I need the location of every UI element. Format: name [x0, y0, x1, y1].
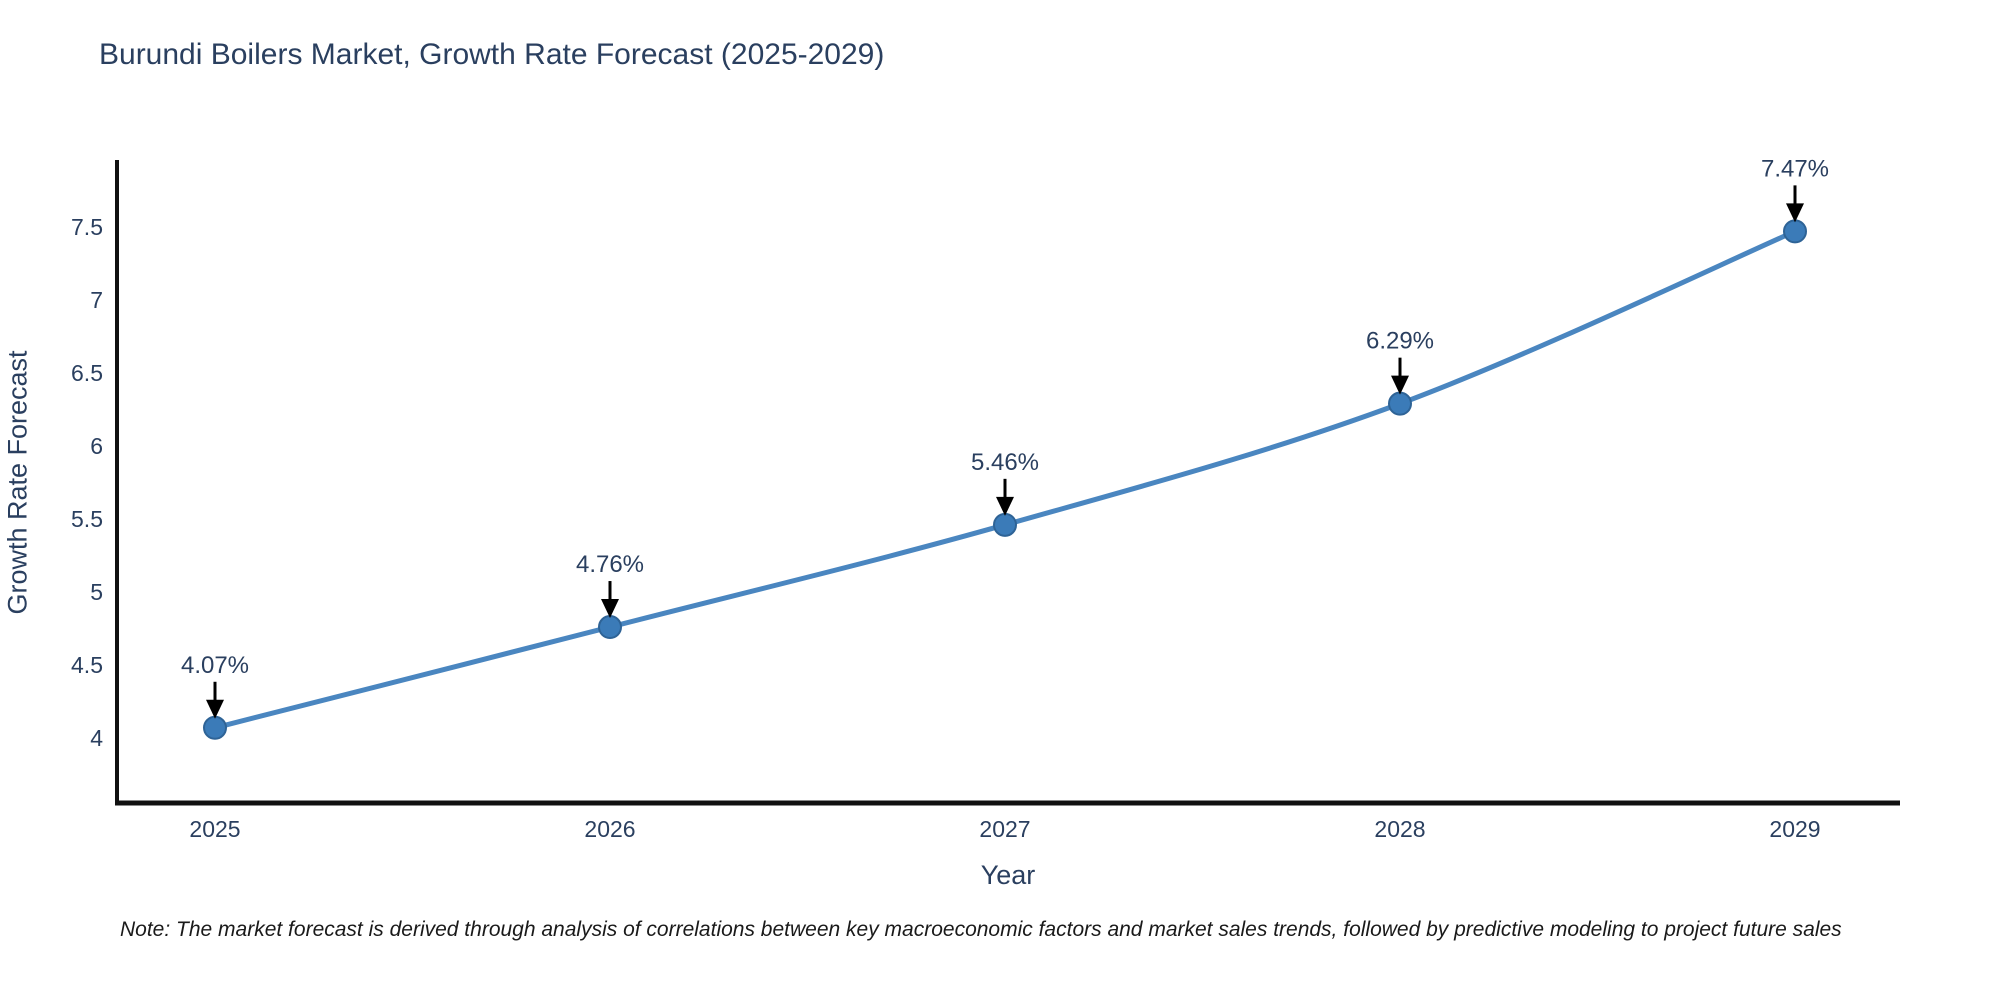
chart-title: Burundi Boilers Market, Growth Rate Fore… — [99, 38, 885, 71]
x-tick-label: 2029 — [1769, 816, 1820, 842]
y-tick-label: 6 — [90, 433, 103, 459]
point-label: 4.07% — [181, 652, 249, 679]
annotation-arrow-head — [1391, 375, 1409, 395]
data-point-marker[interactable] — [203, 715, 227, 740]
y-tick-label: 5.5 — [71, 506, 103, 532]
footnote: Note: The market forecast is derived thr… — [120, 918, 1842, 941]
y-tick-label: 7.5 — [71, 214, 103, 240]
x-tick-label: 2028 — [1374, 816, 1425, 842]
point-label: 5.46% — [971, 449, 1039, 476]
y-tick-label: 4 — [90, 725, 103, 751]
y-tick-label: 5 — [90, 579, 103, 605]
y-tick-label: 4.5 — [71, 652, 103, 678]
annotation-arrow-head — [601, 599, 619, 619]
annotation-arrow-head — [1786, 203, 1804, 223]
data-point-marker[interactable] — [993, 512, 1017, 537]
data-point-marker[interactable] — [598, 615, 622, 640]
data-point-marker[interactable] — [1783, 219, 1807, 244]
data-point-marker[interactable] — [1388, 391, 1412, 416]
point-label: 6.29% — [1366, 328, 1434, 355]
x-tick-label: 2026 — [584, 816, 635, 842]
y-tick-label: 6.5 — [71, 360, 103, 386]
x-tick-label: 2027 — [979, 816, 1030, 842]
x-axis-title: Year — [980, 860, 1036, 890]
annotation-arrow-head — [206, 699, 224, 719]
annotation-arrow-head — [996, 496, 1014, 516]
point-label: 7.47% — [1761, 155, 1829, 182]
y-tick-label: 7 — [90, 287, 103, 313]
x-tick-label: 2025 — [189, 816, 240, 842]
point-label: 4.76% — [576, 551, 644, 578]
